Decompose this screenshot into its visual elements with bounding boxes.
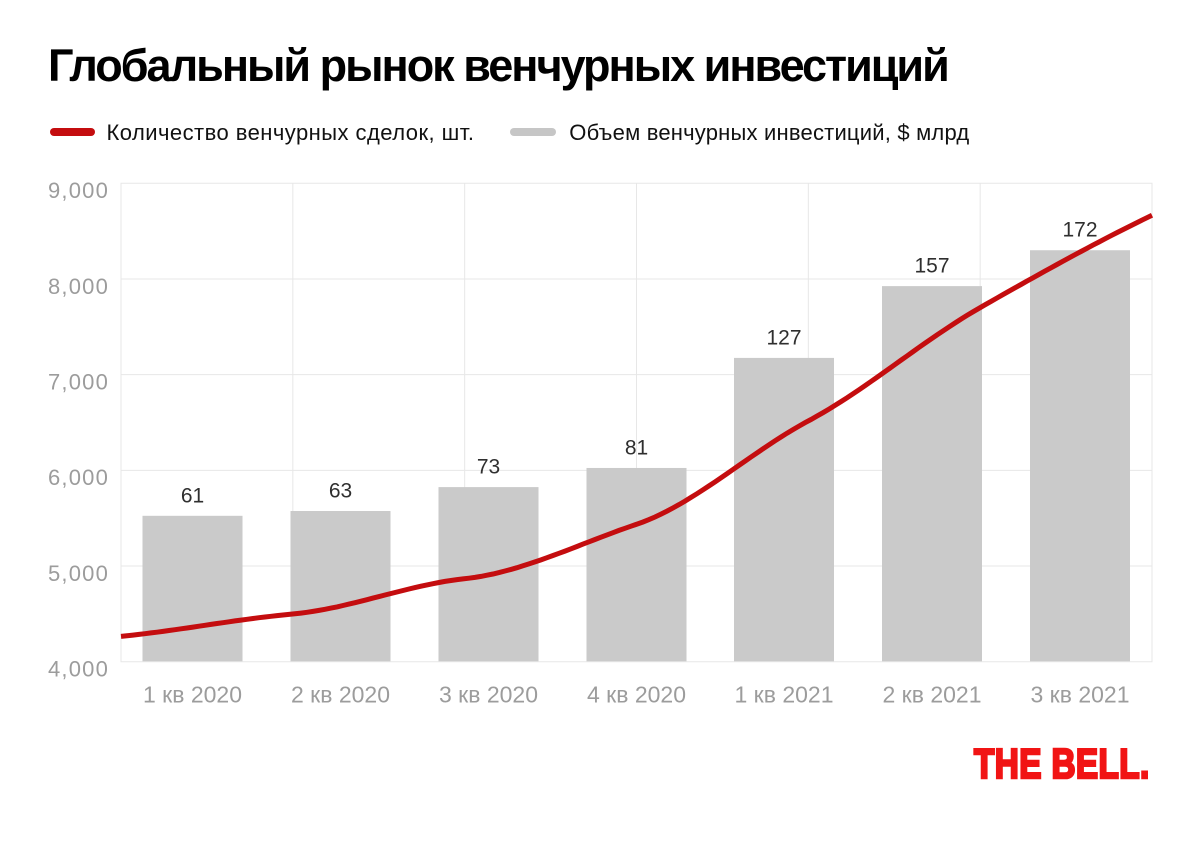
svg-text:3 кв 2020: 3 кв 2020 <box>439 682 538 708</box>
svg-text:3 кв 2021: 3 кв 2021 <box>1030 682 1129 708</box>
svg-text:172: 172 <box>1062 219 1097 242</box>
svg-text:6,000: 6,000 <box>48 465 109 490</box>
svg-text:4,000: 4,000 <box>48 657 109 682</box>
svg-text:5,000: 5,000 <box>48 561 109 586</box>
svg-text:1 кв 2021: 1 кв 2021 <box>734 682 833 708</box>
svg-text:2 кв 2021: 2 кв 2021 <box>882 682 981 708</box>
svg-text:Количество венчурных сделок, ш: Количество венчурных сделок, шт. <box>107 120 475 145</box>
svg-text:1 кв 2020: 1 кв 2020 <box>143 682 242 708</box>
svg-text:Глобальный рынок венчурных инв: Глобальный рынок венчурных инвестиций <box>48 40 948 91</box>
svg-text:61: 61 <box>181 484 204 507</box>
svg-text:2 кв 2020: 2 кв 2020 <box>291 682 390 708</box>
svg-text:81: 81 <box>625 437 648 460</box>
svg-text:Объем венчурных инвестиций, $: Объем венчурных инвестиций, $ млрд <box>569 120 969 145</box>
svg-text:63: 63 <box>329 480 352 503</box>
svg-text:9,000: 9,000 <box>48 178 109 203</box>
svg-text:157: 157 <box>914 255 949 278</box>
svg-text:8,000: 8,000 <box>48 274 109 299</box>
svg-text:127: 127 <box>766 326 801 349</box>
svg-text:7,000: 7,000 <box>48 370 109 395</box>
svg-text:4 кв 2020: 4 кв 2020 <box>587 682 686 708</box>
svg-text:73: 73 <box>477 456 500 479</box>
